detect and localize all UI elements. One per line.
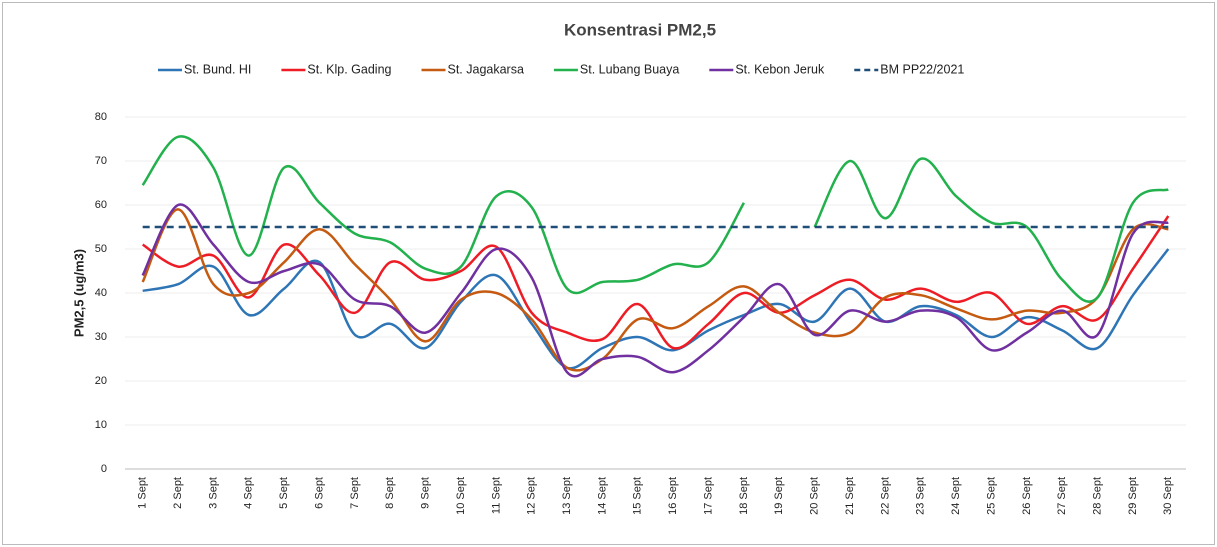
legend-label: St. Klp. Gading <box>307 62 391 76</box>
y-axis-label: PM2,5 (ug/m3) <box>71 249 86 337</box>
y-tick-label: 20 <box>95 375 107 387</box>
x-tick-label: 6 Sept <box>313 477 325 509</box>
x-tick-label: 30 Sept <box>1162 477 1174 515</box>
x-tick-label: 14 Sept <box>596 477 608 515</box>
x-tick-label: 19 Sept <box>773 477 785 515</box>
legend-label: St. Kebon Jeruk <box>735 62 825 76</box>
x-tick-label: 18 Sept <box>738 477 750 515</box>
legend-label: BM PP22/2021 <box>880 62 964 76</box>
x-tick-label: 15 Sept <box>632 477 644 515</box>
y-tick-label: 30 <box>95 331 107 343</box>
x-tick-label: 5 Sept <box>278 477 290 509</box>
x-tick-label: 20 Sept <box>809 477 821 515</box>
x-tick-label: 17 Sept <box>702 477 714 515</box>
y-tick-label: 10 <box>95 419 107 431</box>
x-tick-label: 1 Sept <box>137 477 149 509</box>
x-tick-label: 25 Sept <box>985 477 997 515</box>
y-tick-label: 50 <box>95 243 107 255</box>
x-tick-label: 13 Sept <box>561 477 573 515</box>
y-tick-label: 0 <box>101 463 107 475</box>
x-tick-label: 26 Sept <box>1021 477 1033 515</box>
y-tick-label: 80 <box>95 111 107 123</box>
chart-title: Konsentrasi PM2,5 <box>564 20 716 39</box>
x-tick-label: 7 Sept <box>349 477 361 509</box>
x-tick-label: 11 Sept <box>490 477 502 514</box>
x-tick-label: 8 Sept <box>384 477 396 509</box>
x-tick-label: 24 Sept <box>950 477 962 515</box>
series-line <box>142 248 1170 370</box>
legend-label: St. Lubang Buaya <box>580 62 679 76</box>
x-tick-label: 22 Sept <box>879 477 891 515</box>
x-tick-label: 23 Sept <box>915 477 927 515</box>
series-line <box>141 203 1169 378</box>
series-line <box>141 135 1169 303</box>
x-tick-label: 9 Sept <box>420 477 432 509</box>
x-tick-label: 27 Sept <box>1056 477 1068 515</box>
x-tick-label: 28 Sept <box>1091 477 1103 515</box>
x-tick-label: 16 Sept <box>667 477 679 515</box>
y-tick-label: 40 <box>95 287 107 299</box>
y-tick-label: 70 <box>95 155 107 167</box>
x-tick-label: 29 Sept <box>1127 477 1139 515</box>
legend-label: St. Bund. HI <box>184 62 251 76</box>
x-tick-label: 10 Sept <box>455 477 467 515</box>
x-tick-label: 12 Sept <box>526 477 538 515</box>
series-line <box>141 215 1170 350</box>
x-tick-label: 21 Sept <box>844 477 856 515</box>
x-tick-label: 4 Sept <box>243 477 255 509</box>
legend-label: St. Jagakarsa <box>447 62 523 76</box>
y-tick-label: 60 <box>95 199 107 211</box>
series-line <box>141 208 1169 372</box>
x-tick-label: 2 Sept <box>172 477 184 509</box>
x-tick-label: 3 Sept <box>207 477 219 509</box>
